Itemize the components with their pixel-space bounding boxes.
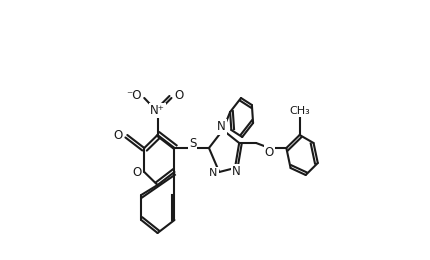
Text: O: O [265,146,274,159]
Text: N⁺: N⁺ [150,104,165,117]
Text: CH₃: CH₃ [289,106,310,116]
Text: O: O [114,128,123,141]
Text: S: S [189,137,197,150]
Text: N: N [232,165,241,178]
Text: O: O [132,166,141,179]
Text: O: O [174,89,183,102]
Text: ⁻O: ⁻O [126,89,141,102]
Text: N: N [217,120,226,133]
Text: N: N [209,168,218,178]
